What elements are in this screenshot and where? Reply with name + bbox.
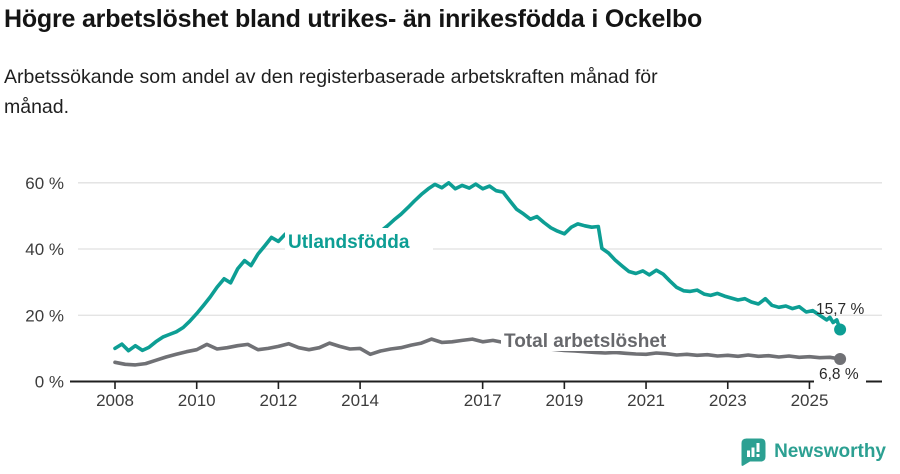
logo-exclamation: [756, 443, 760, 452]
x-tick-label: 2008: [96, 391, 134, 410]
series-label-total: Total arbetslöshet: [504, 331, 667, 352]
x-tick-label: 2021: [627, 391, 665, 410]
series-label-utlandsfodda: Utlandsfödda: [288, 232, 410, 253]
x-axis-tick-marks: [114, 381, 811, 389]
x-tick-label: 2014: [341, 391, 379, 410]
y-gridlines: [78, 182, 882, 316]
x-tick-label: 2025: [791, 391, 829, 410]
logo-exclamation-dot: [756, 454, 760, 457]
end-value-utlandsfodda: 15,7 %: [816, 301, 864, 318]
y-tick-label: 60 %: [25, 174, 64, 193]
x-tick-label: 2023: [709, 391, 747, 410]
brand-footer: Newsworthy: [740, 437, 886, 466]
x-tick-label: 2010: [178, 391, 216, 410]
utlandsfodda-line: [113, 181, 842, 353]
label-halo: [501, 330, 696, 351]
utlandsfodda-end-dot: [834, 323, 847, 336]
chart-title: Högre arbetslöshet bland utrikes- än inr…: [4, 5, 703, 33]
x-tick-label: 2012: [259, 391, 297, 410]
brand-name: Newsworthy: [774, 440, 886, 462]
total-arbetsloshet-line: [113, 337, 842, 367]
x-tick-label: 2019: [545, 391, 583, 410]
x-tick-label: 2017: [464, 391, 502, 410]
label-halo: [285, 228, 433, 252]
y-tick-label: 0 %: [35, 373, 64, 392]
y-tick-label: 20 %: [25, 306, 64, 325]
end-value-total: 6,8 %: [819, 366, 859, 383]
y-tick-label: 40 %: [25, 240, 64, 259]
chart-subtitle: Arbetssökande som andel av den registerb…: [4, 66, 658, 119]
label-halo: [814, 366, 866, 383]
logo-bar-2: [751, 447, 755, 457]
newsworthy-logo-icon: [741, 438, 766, 466]
total-end-dot: [834, 353, 847, 365]
logo-bar-1: [747, 450, 751, 457]
